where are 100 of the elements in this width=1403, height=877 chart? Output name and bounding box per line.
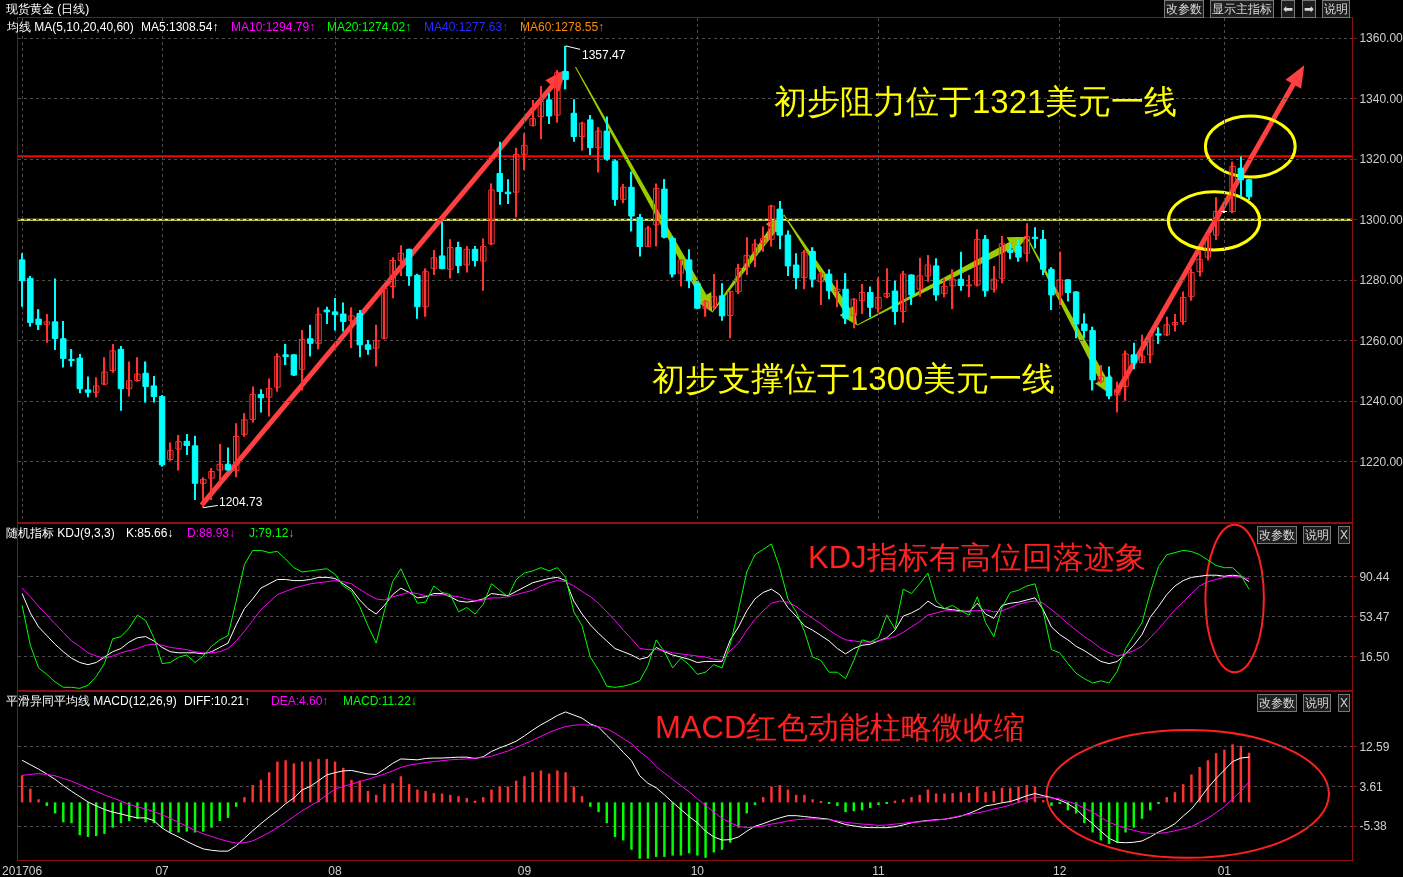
candlestick	[216, 444, 223, 482]
bar	[811, 799, 814, 803]
bar	[531, 772, 534, 803]
y-tick-label: 90.44	[1359, 570, 1390, 585]
bar	[1116, 802, 1119, 843]
bar	[803, 794, 806, 803]
bar	[342, 767, 345, 803]
annotation: 初步阻力位于1321美元一线	[774, 83, 1178, 120]
y-tick-label: 16.50	[1359, 649, 1390, 664]
annotation: 1357.47	[582, 48, 626, 62]
candlestick	[751, 239, 759, 268]
bar	[1091, 802, 1094, 833]
annotation: MACD红色动能柱略微收缩	[655, 710, 1026, 745]
text: ⬅	[1283, 2, 1294, 16]
text: DEA:4.60↑	[271, 694, 329, 708]
annotation: MA40:1277.63↑	[424, 20, 509, 34]
y-tick-label: 53.47	[1359, 609, 1390, 624]
candlestick	[883, 268, 890, 299]
candlestick	[1056, 251, 1063, 305]
y-tick-label: 3.61	[1359, 779, 1384, 794]
bar	[696, 802, 699, 856]
annotation: 改参数	[1259, 528, 1295, 542]
bar	[836, 802, 839, 806]
x-tick-label: 201706	[2, 864, 43, 877]
bar	[704, 802, 707, 858]
candlestick	[265, 378, 273, 417]
candlestick	[850, 298, 858, 329]
bar	[984, 792, 987, 803]
bar	[1198, 766, 1201, 803]
candlestick	[578, 121, 586, 151]
candlestick	[1212, 197, 1220, 240]
candlestick	[1188, 268, 1195, 301]
candlestick	[834, 279, 841, 308]
candlestick	[109, 343, 116, 373]
x-tick-label: 10	[690, 864, 705, 877]
text: MACD:11.22↓	[343, 694, 417, 708]
bar	[597, 802, 600, 813]
candlestick	[529, 99, 536, 127]
text: 改参数	[1166, 2, 1202, 16]
candlestick	[233, 423, 240, 478]
bar	[943, 793, 946, 803]
bar	[869, 802, 872, 809]
bar	[284, 760, 287, 803]
chart-title: 随机指标 KDJ(9,3,3)	[6, 526, 115, 540]
bar	[910, 797, 913, 803]
candlestick	[447, 239, 454, 279]
bar	[234, 802, 238, 807]
annotation: 初步支撑位于1300美元一线	[652, 360, 1056, 397]
chart-title: 现货黄金 (日线)	[6, 2, 90, 16]
annotation: 说明	[1305, 528, 1329, 542]
bar	[169, 802, 172, 833]
y-tick-label: 12.59	[1359, 739, 1390, 754]
candlestick	[1114, 381, 1121, 413]
bar	[663, 802, 666, 857]
annotation: 1204.73	[219, 495, 263, 509]
y-tick-label: 1240.00	[1359, 394, 1403, 409]
candlestick	[990, 265, 998, 293]
candlestick	[900, 270, 907, 323]
candlestick	[397, 245, 405, 276]
annotation: X	[1340, 696, 1349, 710]
bar	[1190, 774, 1193, 803]
bar	[62, 802, 65, 823]
text: 显示主指标	[1212, 2, 1272, 16]
chart-subtitle: 均线 MA(5,10,20,40,60)	[6, 20, 134, 34]
candlestick	[167, 442, 174, 461]
bar	[457, 796, 460, 803]
bar	[1009, 787, 1012, 803]
bar	[103, 802, 106, 834]
candlestick	[554, 70, 561, 123]
bar	[564, 772, 567, 803]
line-series	[21, 543, 1250, 689]
candlestick	[381, 286, 388, 340]
candlestick	[430, 249, 438, 275]
bar	[424, 790, 427, 803]
candlestick	[200, 477, 207, 508]
bar	[37, 799, 40, 803]
candlestick	[1023, 223, 1030, 262]
annotation: MA20:1274.02↑	[327, 20, 412, 34]
bar	[243, 797, 246, 803]
y-tick-label: 1280.00	[1359, 273, 1403, 288]
bar	[638, 802, 641, 859]
bar	[309, 761, 312, 803]
bar	[449, 794, 452, 803]
candlestick	[1179, 291, 1187, 325]
candlestick	[998, 235, 1006, 284]
candlestick	[537, 86, 545, 140]
bar	[317, 758, 320, 803]
y-tick-label: 1320.00	[1359, 152, 1403, 167]
bar	[490, 789, 493, 803]
bar	[844, 802, 847, 813]
bar	[1124, 802, 1127, 833]
candlestick	[389, 257, 396, 299]
candlestick	[916, 257, 923, 297]
y-tick-label: 1340.00	[1359, 91, 1403, 106]
candlestick	[274, 353, 281, 392]
bar	[770, 786, 773, 803]
bar	[383, 784, 386, 803]
bar	[350, 779, 353, 803]
candlestick	[463, 245, 470, 273]
bar	[177, 802, 180, 833]
